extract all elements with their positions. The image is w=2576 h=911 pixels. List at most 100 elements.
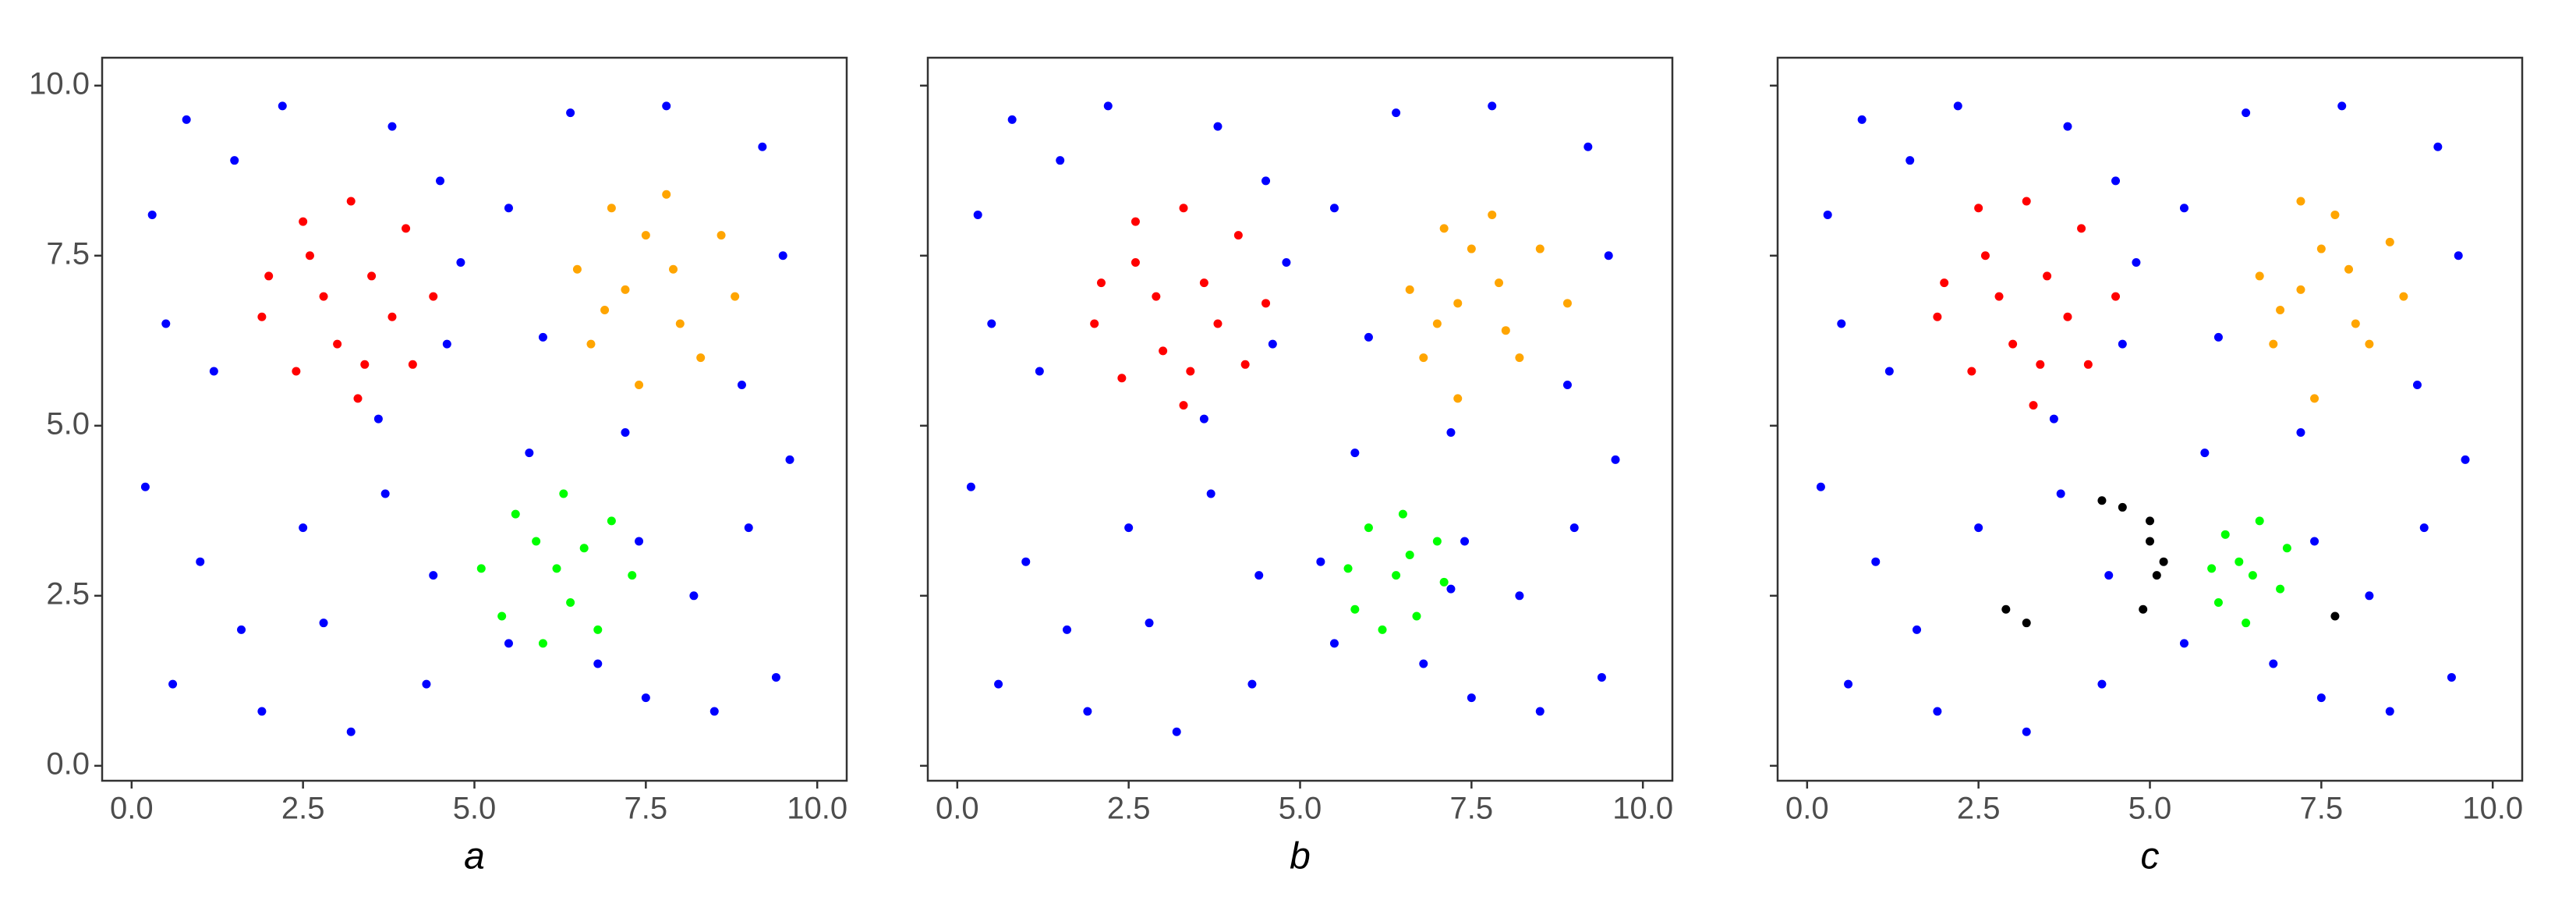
point: [2255, 271, 2264, 281]
point: [1405, 285, 1414, 294]
point: [744, 523, 753, 533]
point: [758, 142, 767, 151]
point: [1994, 292, 2004, 301]
y-tick-label: 2.5: [46, 576, 90, 611]
point: [1439, 577, 1449, 587]
point: [579, 544, 589, 553]
point: [2022, 619, 2031, 628]
point: [1562, 380, 1572, 389]
panel: 0.0 2.5 5.0 7.5 10.0 0.0 2.5 5.0 7.5 10.0 a: [29, 56, 848, 877]
point: [1940, 278, 1949, 288]
point: [1501, 326, 1510, 335]
point: [2022, 197, 2031, 206]
point: [2118, 339, 2127, 349]
point: [1240, 360, 1250, 369]
point: [621, 428, 630, 438]
point: [1419, 659, 1428, 668]
point: [966, 482, 975, 491]
point: [1282, 257, 1291, 267]
point: [2461, 455, 2470, 464]
point: [373, 414, 383, 424]
x-tick-label: 7.5: [2300, 792, 2344, 826]
x-tick-label: 0.0: [110, 792, 154, 826]
point: [1392, 571, 1401, 580]
point: [1213, 319, 1223, 328]
point: [2220, 530, 2230, 539]
point: [2330, 210, 2340, 219]
point: [230, 156, 239, 165]
point: [2296, 197, 2305, 206]
point: [1583, 142, 1593, 151]
point: [1604, 251, 1613, 261]
point: [1405, 550, 1414, 559]
point: [2447, 672, 2456, 682]
point: [196, 557, 205, 566]
point: [1816, 482, 1825, 491]
point: [2419, 523, 2429, 533]
point: [476, 564, 486, 573]
point: [1364, 332, 1373, 342]
point: [2310, 394, 2319, 403]
point: [2152, 571, 2161, 580]
point: [675, 319, 685, 328]
point: [504, 639, 513, 648]
x-tick-label: 5.0: [453, 792, 497, 826]
point: [2385, 237, 2394, 246]
point: [1453, 394, 1463, 403]
point: [1199, 414, 1208, 424]
point: [2242, 619, 2251, 628]
point: [559, 489, 568, 498]
point: [1432, 537, 1442, 546]
point: [161, 319, 171, 328]
x-tick-label: 0.0: [936, 792, 979, 826]
point: [2200, 448, 2210, 458]
point: [1329, 204, 1339, 213]
point: [635, 537, 644, 546]
point: [367, 271, 377, 281]
point: [2248, 571, 2257, 580]
point: [628, 571, 637, 580]
point: [1090, 319, 1099, 328]
point: [2029, 401, 2038, 410]
panel: 0.0 2.5 5.0 7.5 10.0 b: [920, 56, 1674, 877]
point: [2001, 604, 2011, 614]
point: [1007, 115, 1017, 124]
point: [319, 292, 328, 301]
point: [1535, 244, 1545, 253]
point: [387, 312, 397, 321]
point: [1350, 604, 1360, 614]
point: [2043, 271, 2052, 281]
point: [182, 115, 191, 124]
point: [2412, 380, 2422, 389]
point: [2097, 679, 2107, 689]
point: [1103, 101, 1113, 111]
point: [1933, 312, 1942, 321]
point: [1844, 679, 1853, 689]
point: [1884, 367, 1894, 376]
point: [2159, 557, 2168, 566]
point: [2433, 142, 2443, 151]
y-tick-label: 10.0: [29, 66, 90, 101]
x-tick-label: 10.0: [787, 792, 847, 826]
point: [299, 217, 308, 226]
point: [1131, 217, 1140, 226]
point: [593, 659, 603, 668]
point: [1412, 611, 1421, 621]
point: [973, 210, 982, 219]
point: [1343, 564, 1353, 573]
point: [1199, 278, 1208, 288]
point: [429, 571, 438, 580]
point: [387, 122, 397, 131]
x-tick-label: 5.0: [1279, 792, 1322, 826]
point: [278, 101, 287, 111]
point: [2276, 584, 2285, 594]
point: [1261, 299, 1271, 308]
point: [511, 509, 520, 519]
point: [2097, 496, 2107, 505]
point: [2146, 516, 2154, 526]
point: [1857, 115, 1867, 124]
point: [1179, 401, 1188, 410]
point: [1419, 353, 1428, 363]
point: [1117, 374, 1127, 383]
